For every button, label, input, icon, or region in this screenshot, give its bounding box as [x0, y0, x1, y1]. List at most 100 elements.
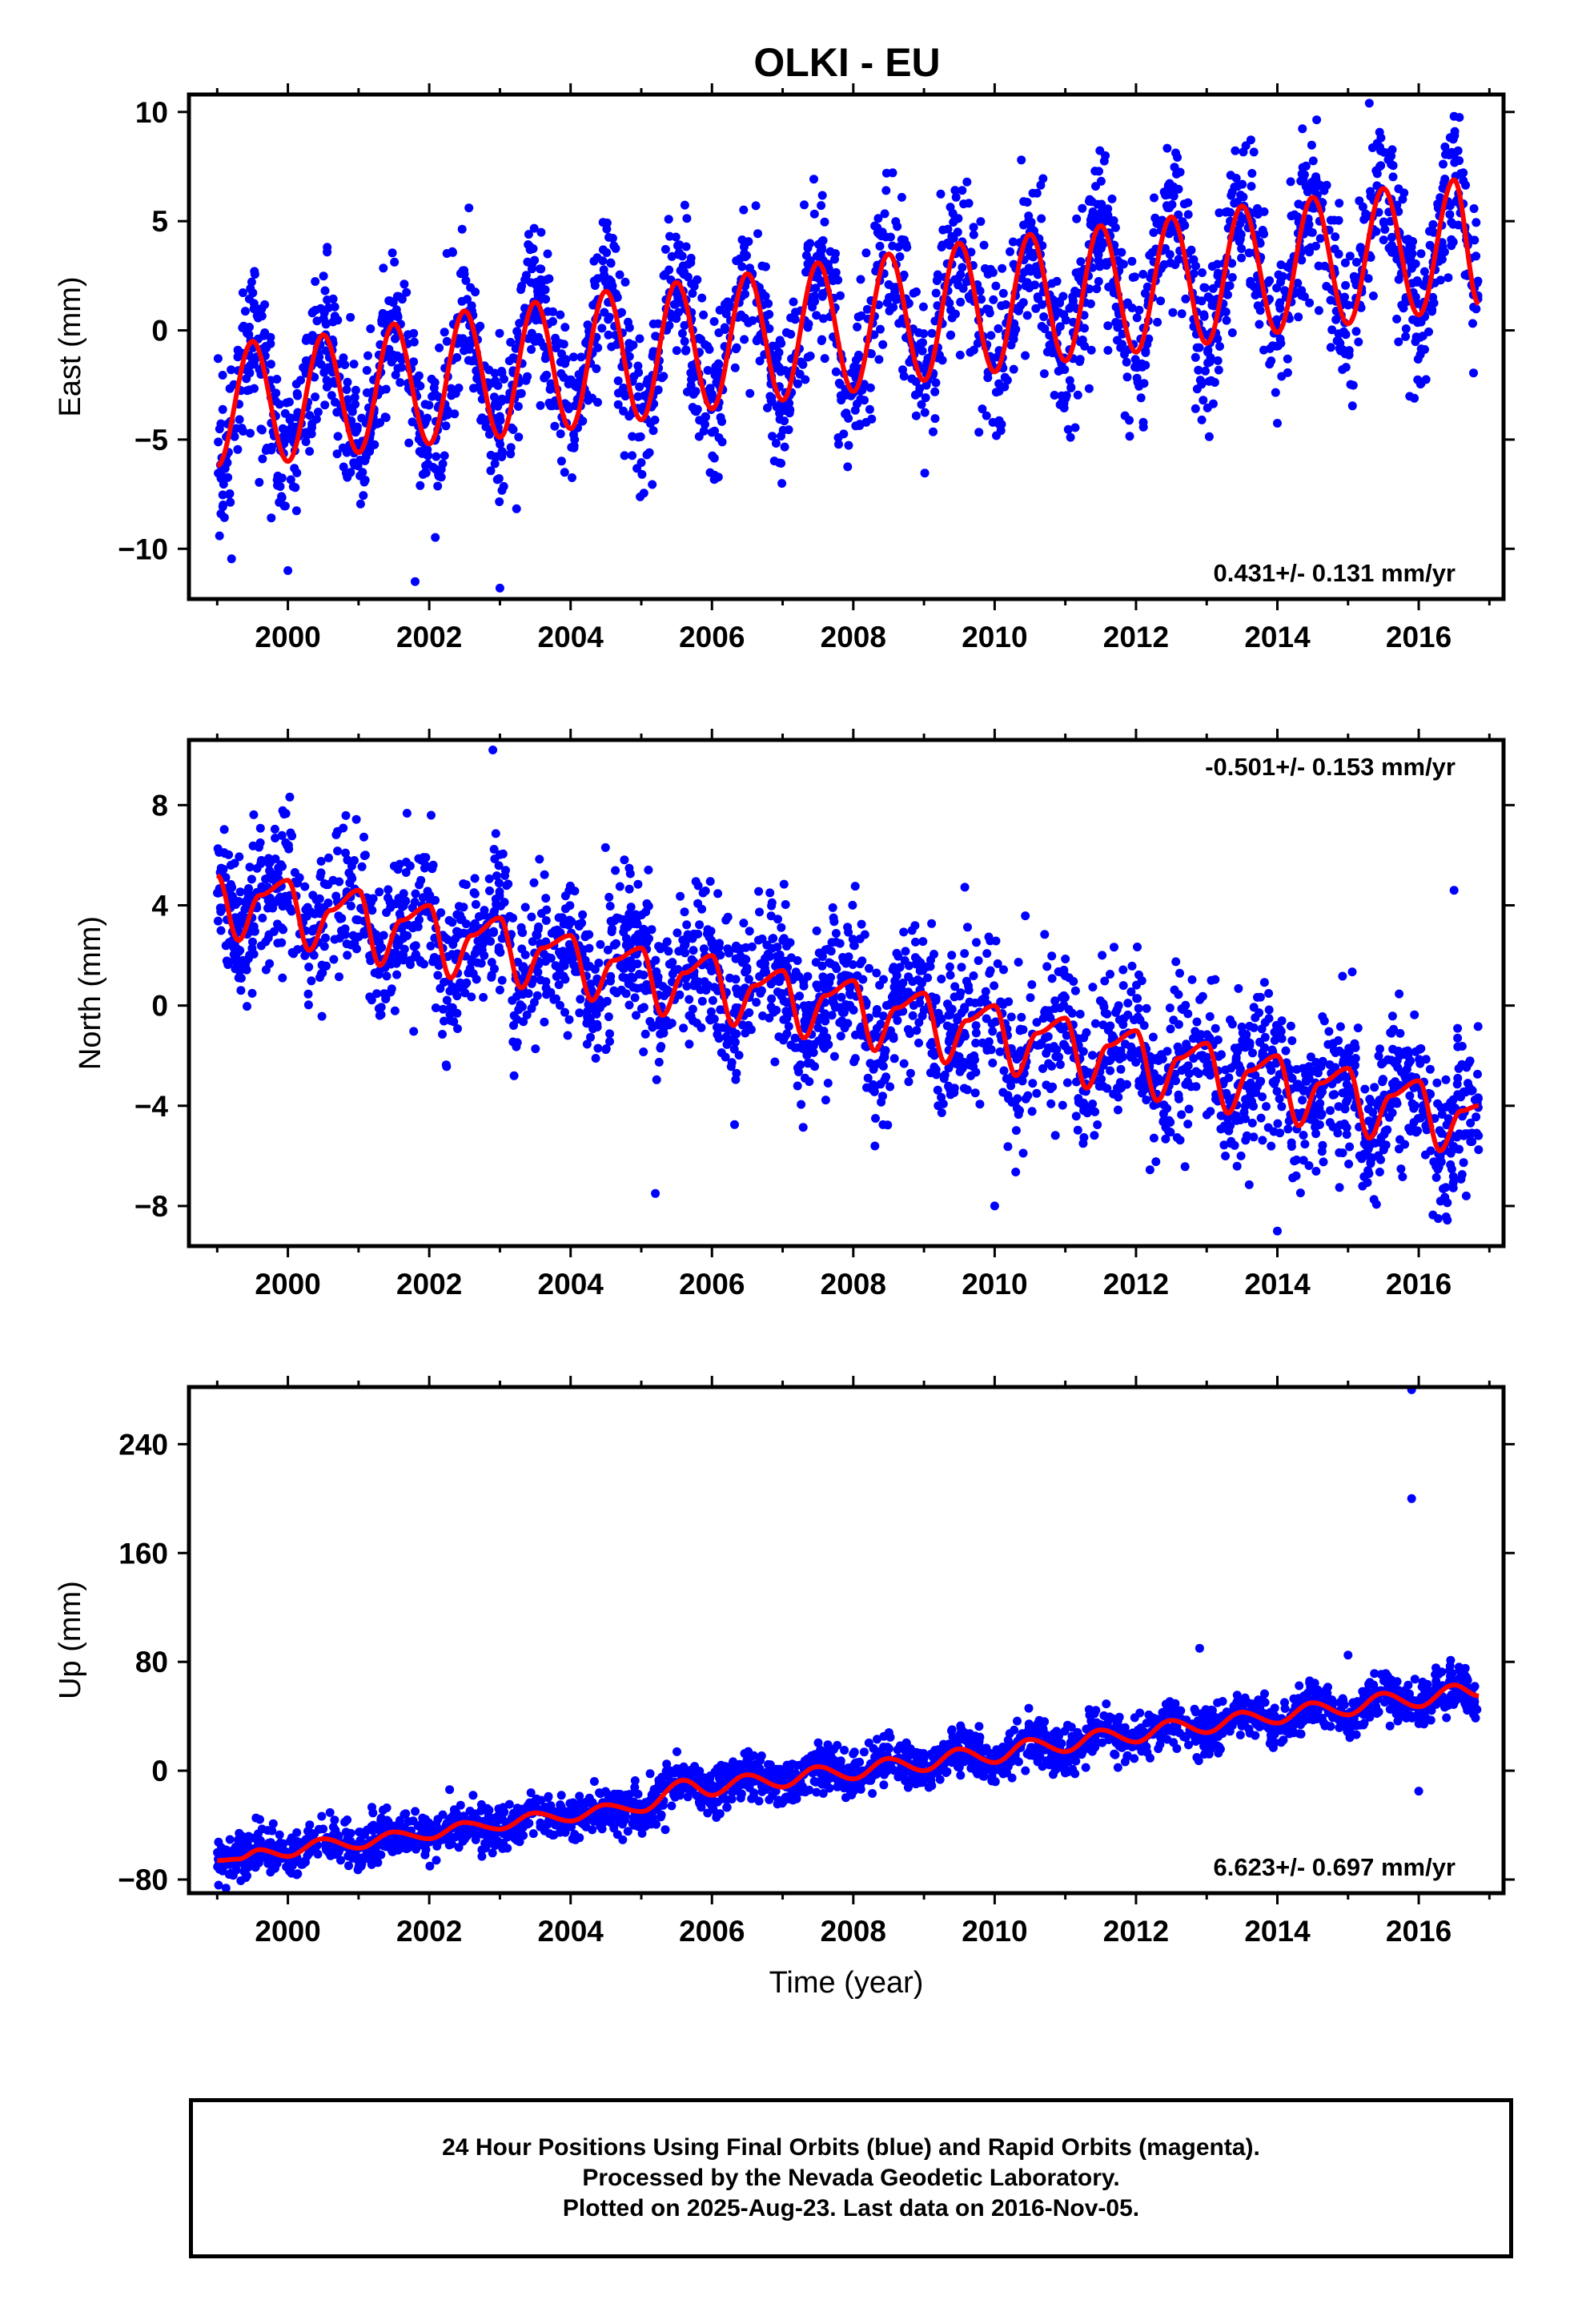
data-point — [1086, 299, 1095, 308]
data-point — [416, 480, 425, 490]
data-point — [391, 370, 400, 380]
data-point — [1036, 180, 1046, 190]
data-point — [372, 419, 382, 428]
data-point — [1472, 278, 1482, 287]
data-point — [603, 945, 612, 955]
data-point — [801, 1073, 809, 1083]
data-point — [751, 201, 761, 211]
data-point — [1226, 207, 1235, 217]
data-point — [1312, 115, 1322, 125]
data-point — [1109, 216, 1118, 225]
data-point — [1351, 327, 1361, 336]
data-point — [620, 451, 629, 460]
data-point — [745, 927, 754, 936]
data-point — [1387, 151, 1396, 161]
data-point — [1273, 1119, 1283, 1128]
data-point — [721, 325, 729, 334]
data-point — [680, 267, 689, 277]
data-point — [541, 353, 551, 363]
data-point — [249, 299, 259, 308]
data-point — [1372, 181, 1382, 191]
data-point — [1325, 1118, 1335, 1128]
data-point — [1023, 244, 1033, 254]
data-point — [1106, 1066, 1115, 1076]
data-point — [1156, 296, 1166, 306]
data-point — [1025, 283, 1034, 292]
data-point — [1347, 401, 1357, 411]
data-point — [1152, 219, 1162, 228]
data-point — [514, 432, 524, 442]
data-point — [962, 976, 971, 986]
data-point — [534, 959, 544, 969]
data-point — [1272, 315, 1282, 324]
data-point — [221, 941, 231, 951]
data-point — [575, 1008, 584, 1018]
data-point — [233, 352, 243, 362]
data-point — [263, 903, 272, 913]
data-point — [632, 1011, 640, 1020]
data-point — [1344, 1160, 1354, 1168]
data-point — [1411, 1101, 1419, 1111]
data-point — [1322, 282, 1331, 291]
data-point — [715, 305, 725, 315]
data-point — [773, 976, 783, 986]
data-point — [817, 201, 826, 211]
data-point — [570, 887, 580, 896]
data-point — [984, 1037, 994, 1047]
data-point — [661, 270, 670, 279]
data-point — [979, 240, 989, 250]
data-point — [1237, 1042, 1247, 1051]
data-point — [269, 927, 279, 936]
data-point — [1027, 1107, 1037, 1116]
data-point — [375, 1011, 384, 1020]
data-point — [1396, 1164, 1406, 1174]
data-point — [964, 199, 974, 208]
data-point — [495, 328, 504, 338]
data-point — [1004, 1075, 1014, 1084]
data-point — [1006, 340, 1016, 350]
data-point — [669, 300, 679, 309]
data-point — [351, 915, 361, 924]
data-point — [1144, 334, 1154, 344]
data-point — [680, 200, 689, 210]
data-point — [1237, 253, 1247, 263]
data-point — [1394, 337, 1403, 347]
data-point — [624, 412, 634, 421]
data-point — [1009, 364, 1018, 374]
data-point — [1170, 163, 1179, 172]
data-point — [971, 1039, 981, 1047]
data-point — [1271, 388, 1280, 397]
data-point — [1387, 159, 1396, 169]
data-point — [425, 891, 435, 900]
data-point — [536, 278, 546, 287]
data-point — [387, 248, 397, 258]
data-point — [1050, 1042, 1058, 1051]
data-point — [1298, 1096, 1307, 1105]
data-point — [582, 1039, 592, 1049]
data-point — [1389, 248, 1398, 257]
data-point — [560, 904, 570, 914]
data-point — [1014, 958, 1023, 967]
data-point — [321, 319, 331, 328]
data-point — [927, 1048, 937, 1058]
data-point — [333, 846, 343, 856]
data-point — [319, 942, 329, 951]
data-point — [1033, 270, 1042, 279]
data-point — [442, 249, 452, 258]
data-point — [1265, 275, 1275, 285]
data-point — [633, 879, 643, 889]
data-point — [1410, 393, 1419, 403]
data-point — [624, 884, 634, 894]
data-point — [1118, 1052, 1127, 1062]
data-point — [559, 372, 568, 382]
data-point — [737, 310, 746, 320]
data-point — [1183, 1009, 1193, 1019]
data-point — [1315, 234, 1325, 243]
data-point — [401, 868, 411, 877]
data-point — [1022, 311, 1032, 320]
data-point — [777, 339, 786, 348]
data-point — [536, 227, 546, 237]
data-point — [958, 263, 967, 272]
data-point — [735, 254, 745, 263]
data-point — [552, 925, 562, 935]
